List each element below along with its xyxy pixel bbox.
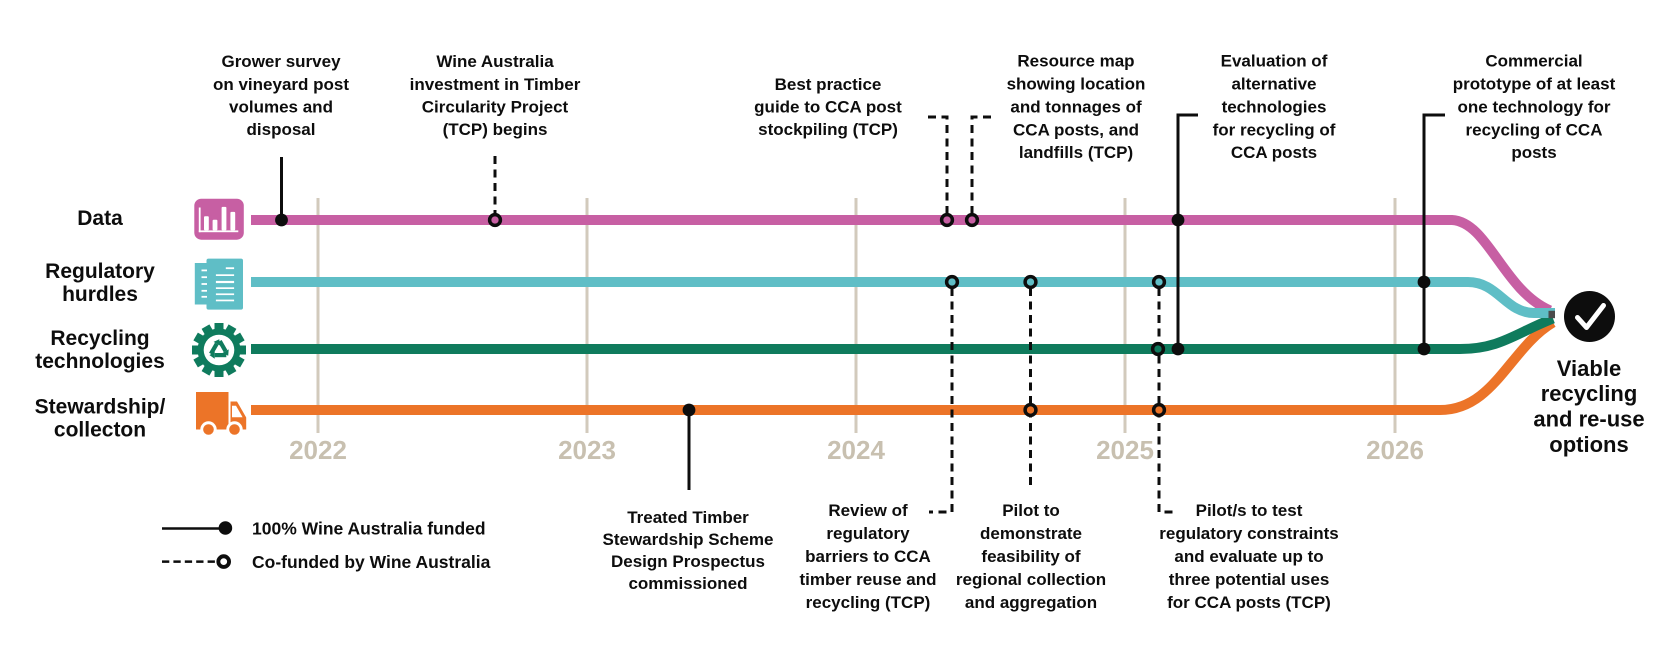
svg-text:options: options	[1549, 432, 1628, 457]
svg-text:regulatory constraints: regulatory constraints	[1159, 524, 1339, 543]
svg-text:on vineyard post: on vineyard post	[213, 75, 349, 94]
svg-text:recycling of CCA: recycling of CCA	[1466, 121, 1603, 140]
svg-text:Co-funded by Wine Australia: Co-funded by Wine Australia	[252, 552, 491, 572]
svg-text:regional collection: regional collection	[956, 570, 1106, 589]
svg-text:prototype of at least: prototype of at least	[1453, 75, 1616, 94]
svg-text:Recycling: Recycling	[50, 327, 149, 350]
svg-text:CCA posts, and: CCA posts, and	[1013, 121, 1139, 140]
svg-text:technologies: technologies	[35, 350, 165, 373]
svg-text:feasibility of: feasibility of	[981, 547, 1081, 566]
svg-text:Best practice: Best practice	[775, 75, 882, 94]
svg-text:Resource map: Resource map	[1017, 52, 1134, 71]
svg-text:Wine Australia: Wine Australia	[436, 52, 554, 71]
svg-text:and re-use: and re-use	[1533, 407, 1644, 432]
svg-text:Design Prospectus: Design Prospectus	[611, 552, 765, 571]
svg-text:showing location: showing location	[1007, 75, 1146, 94]
svg-text:2026: 2026	[1366, 435, 1424, 465]
svg-text:three potential uses: three potential uses	[1169, 570, 1330, 589]
svg-text:2023: 2023	[558, 435, 616, 465]
svg-text:hurdles: hurdles	[62, 283, 138, 306]
svg-text:Evaluation of: Evaluation of	[1221, 52, 1328, 71]
svg-text:Commercial: Commercial	[1485, 52, 1582, 71]
svg-text:100% Wine Australia funded: 100% Wine Australia funded	[252, 519, 486, 539]
svg-text:Stewardship/: Stewardship/	[35, 396, 166, 419]
svg-text:recycling: recycling	[1541, 381, 1638, 406]
svg-text:guide to CCA post: guide to CCA post	[754, 98, 902, 117]
svg-text:alternative: alternative	[1231, 75, 1316, 94]
svg-text:stockpiling (TCP): stockpiling (TCP)	[758, 120, 898, 139]
svg-text:for recycling of: for recycling of	[1213, 121, 1336, 140]
svg-text:recycling (TCP): recycling (TCP)	[806, 593, 931, 612]
svg-text:volumes and: volumes and	[229, 98, 333, 117]
svg-text:Pilot to: Pilot to	[1002, 501, 1060, 520]
svg-text:Treated Timber: Treated Timber	[627, 508, 749, 527]
svg-text:Regulatory: Regulatory	[45, 260, 155, 283]
svg-text:2025: 2025	[1096, 435, 1154, 465]
svg-text:Grower survey: Grower survey	[221, 52, 341, 71]
svg-text:and tonnages of: and tonnages of	[1010, 98, 1142, 117]
svg-text:2024: 2024	[827, 435, 885, 465]
svg-text:Viable: Viable	[1557, 356, 1621, 381]
svg-text:landfills (TCP): landfills (TCP)	[1019, 143, 1133, 162]
svg-text:Data: Data	[77, 207, 123, 230]
svg-text:investment in Timber: investment in Timber	[410, 75, 581, 94]
svg-text:and evaluate up to: and evaluate up to	[1174, 547, 1323, 566]
svg-text:(TCP) begins: (TCP) begins	[443, 120, 548, 139]
svg-text:Pilot/s to test: Pilot/s to test	[1196, 501, 1303, 520]
svg-text:Stewardship Scheme: Stewardship Scheme	[602, 530, 773, 549]
svg-text:collecton: collecton	[54, 419, 146, 442]
svg-text:Review of: Review of	[828, 501, 908, 520]
svg-text:regulatory: regulatory	[826, 524, 910, 543]
svg-text:posts: posts	[1511, 143, 1556, 162]
svg-text:timber reuse and: timber reuse and	[800, 570, 937, 589]
svg-text:for CCA posts (TCP): for CCA posts (TCP)	[1167, 593, 1331, 612]
svg-text:and aggregation: and aggregation	[965, 593, 1097, 612]
svg-text:commissioned: commissioned	[628, 574, 747, 593]
svg-text:demonstrate: demonstrate	[980, 524, 1082, 543]
svg-text:barriers to CCA: barriers to CCA	[805, 547, 931, 566]
svg-text:2022: 2022	[289, 435, 347, 465]
svg-text:technologies: technologies	[1222, 98, 1327, 117]
svg-text:CCA posts: CCA posts	[1231, 143, 1317, 162]
svg-text:disposal: disposal	[247, 120, 316, 139]
svg-text:one technology for: one technology for	[1458, 98, 1611, 117]
svg-text:Circularity Project: Circularity Project	[422, 98, 569, 117]
